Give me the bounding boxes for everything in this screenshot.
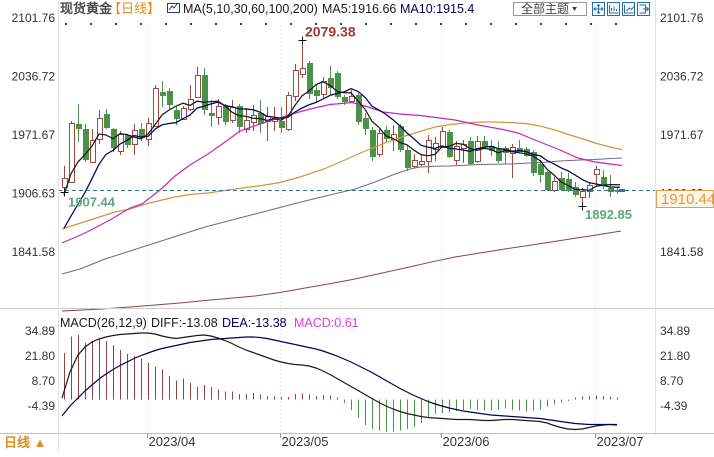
svg-text:-4.39: -4.39	[660, 399, 688, 413]
svg-text:2101.76: 2101.76	[12, 11, 56, 25]
svg-text:全部主题: 全部主题	[521, 1, 569, 16]
svg-text:2101.76: 2101.76	[660, 11, 704, 25]
svg-text:2023/07: 2023/07	[597, 434, 644, 449]
svg-text:21.80: 21.80	[660, 349, 690, 363]
svg-text:2036.72: 2036.72	[660, 69, 704, 83]
svg-text:8.70: 8.70	[32, 374, 56, 388]
svg-text:1892.85: 1892.85	[585, 207, 632, 222]
svg-text:1971.67: 1971.67	[660, 128, 704, 142]
svg-text:1910.44: 1910.44	[661, 191, 714, 208]
svg-text:2023/05: 2023/05	[282, 434, 329, 449]
svg-text:34.89: 34.89	[25, 324, 55, 338]
svg-text:DIFF:-13.08: DIFF:-13.08	[151, 316, 218, 330]
svg-text:-4.39: -4.39	[28, 399, 56, 413]
svg-text:日线 ▲: 日线 ▲	[4, 435, 46, 450]
svg-text:34.89: 34.89	[660, 324, 690, 338]
svg-text:2023/04: 2023/04	[149, 434, 196, 449]
svg-text:1906.63: 1906.63	[12, 187, 56, 201]
svg-text:DEA:-13.38: DEA:-13.38	[222, 316, 287, 330]
svg-text:8.70: 8.70	[660, 374, 684, 388]
svg-text:2023/06: 2023/06	[443, 434, 490, 449]
svg-text:1841.58: 1841.58	[660, 245, 704, 259]
svg-text:1841.58: 1841.58	[12, 245, 56, 259]
svg-text:【日线】: 【日线】	[108, 1, 160, 16]
svg-text:MA10:1915.4: MA10:1915.4	[400, 2, 474, 16]
svg-text:1971.67: 1971.67	[12, 128, 56, 142]
svg-text:MACD:0.61: MACD:0.61	[294, 316, 359, 330]
svg-text:MA5:1916.66: MA5:1916.66	[322, 2, 396, 16]
svg-text:MA(5,10,30,60,100,200): MA(5,10,30,60,100,200)	[183, 2, 318, 16]
svg-text:2036.72: 2036.72	[12, 69, 56, 83]
svg-text:1907.44: 1907.44	[68, 195, 116, 210]
svg-text:2079.38: 2079.38	[305, 24, 356, 40]
svg-text:现货黄金: 现货黄金	[60, 1, 113, 16]
svg-text:21.80: 21.80	[25, 349, 55, 363]
svg-text:MACD(26,12,9): MACD(26,12,9)	[60, 316, 147, 330]
